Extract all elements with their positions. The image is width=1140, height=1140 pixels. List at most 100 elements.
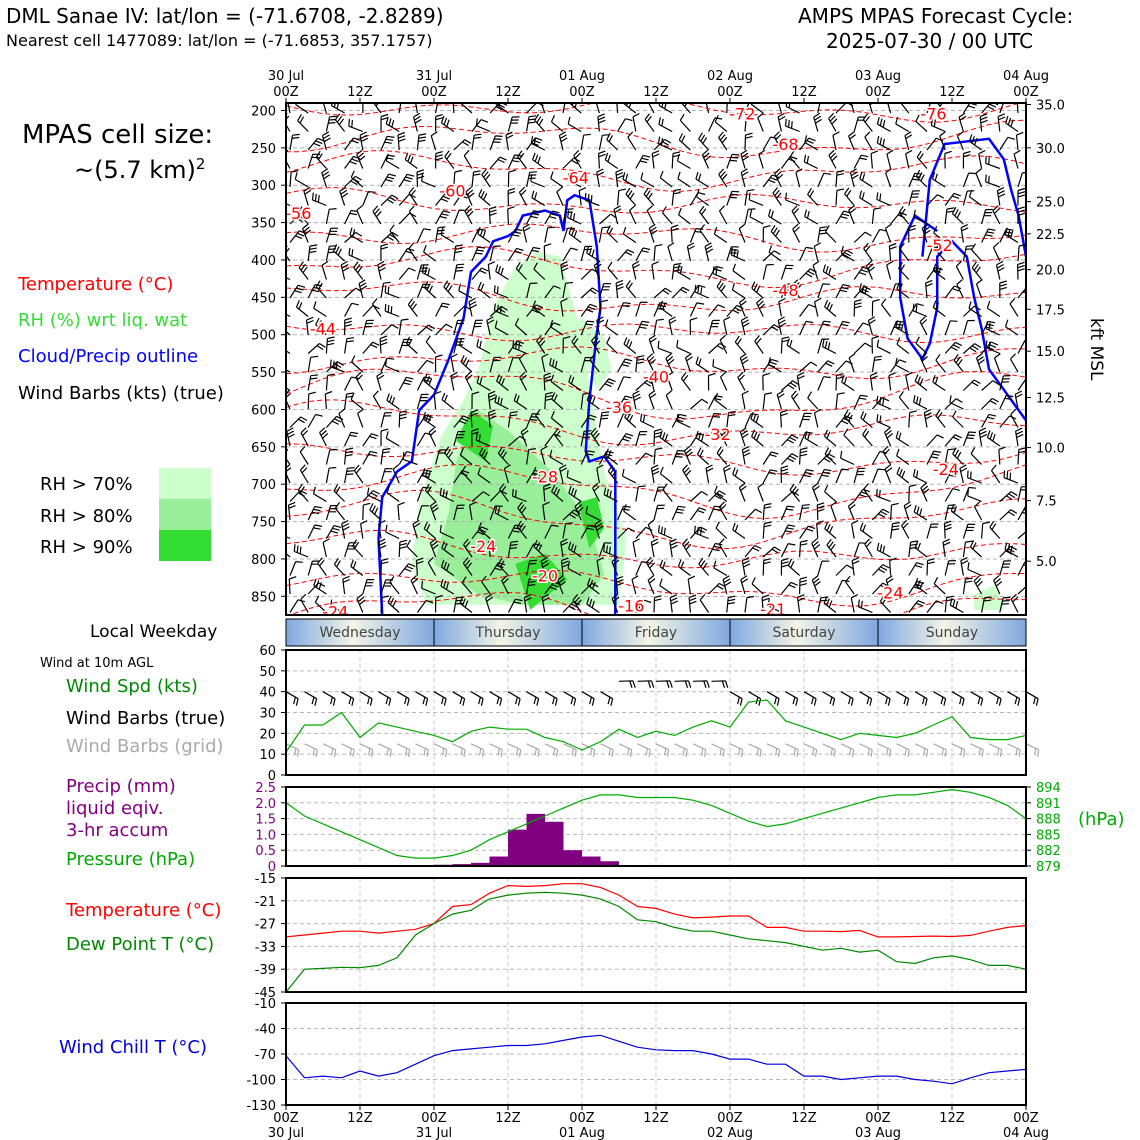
xs-wind-barb xyxy=(494,394,509,410)
xs-wind-barb xyxy=(848,353,856,373)
xs-wind-barb xyxy=(886,149,894,169)
xs-wind-barb xyxy=(635,452,653,465)
xs-wind-barb xyxy=(460,103,473,114)
xs-wind-barb xyxy=(558,131,568,151)
xs-wind-barb xyxy=(708,542,723,558)
xs-wind-barb xyxy=(908,562,924,576)
xs-wind-barb xyxy=(567,210,582,225)
xs-wind-barb xyxy=(530,136,546,151)
xs-wind-barb xyxy=(481,168,491,188)
bottom-hour-label: 00Z xyxy=(273,1111,299,1126)
xs-wind-barb xyxy=(777,316,787,336)
xs-wind-barb xyxy=(781,380,800,391)
xs-wind-barb xyxy=(871,299,880,317)
xs-wind-barb xyxy=(714,485,728,502)
xs-wind-barb xyxy=(421,174,436,188)
xs-wind-barb xyxy=(785,118,800,133)
xs-wind-barb xyxy=(507,540,519,558)
xs-wind-barb xyxy=(507,247,524,262)
xs-wind-barb xyxy=(439,487,455,503)
xs-wind-barb xyxy=(901,519,910,539)
xs-wind-barb xyxy=(288,576,297,595)
xs-wind-barb xyxy=(962,305,981,317)
xs-wind-barb xyxy=(698,132,710,151)
xs-wind-barb xyxy=(648,223,658,243)
xs-wind-barb xyxy=(969,540,983,558)
xs-wind-barb xyxy=(860,411,873,428)
xs-wind-barb xyxy=(406,539,418,558)
xs-wind-barb xyxy=(453,431,466,447)
xs-wind-barb xyxy=(843,428,855,447)
xs-wind-barb xyxy=(416,359,434,373)
xs-wind-barb xyxy=(835,169,845,188)
xs-wind-barb xyxy=(415,103,418,114)
xs-wind-barb xyxy=(459,448,473,465)
xs-wind-barb xyxy=(665,390,673,410)
top-hour-label: 00Z xyxy=(717,85,743,100)
xs-wind-barb xyxy=(985,340,1001,355)
xs-wind-barb xyxy=(926,558,935,576)
xs-wind-barb xyxy=(369,503,382,521)
xs-wind-barb xyxy=(416,228,431,243)
xs-wind-barb xyxy=(643,187,655,206)
top-date-label: 30 Jul xyxy=(268,69,304,84)
xs-wind-barb xyxy=(330,103,345,114)
xs-wind-barb xyxy=(688,594,697,613)
xs-wind-barb xyxy=(871,228,887,243)
xs-wind-barb xyxy=(734,335,746,354)
xs-wind-barb xyxy=(871,335,880,354)
xs-wind-barb xyxy=(750,411,764,428)
xs-wind-barb xyxy=(518,186,528,206)
pressure-line xyxy=(285,788,1027,859)
xs-wind-barb xyxy=(453,305,472,317)
top-hour-label: 00Z xyxy=(569,85,595,100)
xs-wind-barb xyxy=(962,172,977,188)
xs-wind-barb xyxy=(676,153,691,170)
xs-wind-barb xyxy=(526,448,536,465)
weekday-label: Wednesday xyxy=(319,625,400,641)
xs-wind-barb xyxy=(646,205,655,225)
xs-wind-barb xyxy=(416,469,432,484)
xs-wind-barb xyxy=(850,103,855,114)
xs-wind-barb xyxy=(973,501,983,521)
panel-frame xyxy=(285,786,1027,867)
xs-wind-barb xyxy=(944,560,956,576)
wind10m-barb xyxy=(600,691,614,706)
xs-wind-barb xyxy=(1017,485,1026,502)
xs-wind-barb xyxy=(825,225,837,243)
bottom-date-label: 04 Aug xyxy=(1003,1126,1049,1140)
xs-wind-barb xyxy=(915,114,928,132)
xs-wind-barb xyxy=(622,172,637,188)
xs-wind-barb xyxy=(507,598,523,613)
xs-wind-barb xyxy=(435,323,453,336)
xs-wind-barb xyxy=(408,205,418,225)
xs-wind-barb xyxy=(804,431,819,447)
temp-contour-label: -28 xyxy=(532,468,558,487)
height-tick-label: 15.0 xyxy=(1036,345,1065,360)
xs-wind-barb xyxy=(1015,131,1024,151)
xs-wind-barb xyxy=(344,447,354,465)
wind10m-barb xyxy=(489,691,503,706)
legend-windchill: Wind Chill T (°C) xyxy=(59,1037,207,1058)
xs-wind-barb xyxy=(344,542,357,558)
xs-wind-barb xyxy=(631,575,639,595)
xs-wind-barb xyxy=(635,320,650,336)
rh90-area-2 xyxy=(578,497,605,549)
xs-wind-barb xyxy=(494,505,509,521)
top-hour-label: 12Z xyxy=(347,85,373,100)
xs-wind-barb xyxy=(876,339,891,355)
xs-wind-barb xyxy=(560,261,569,280)
xs-wind-barb xyxy=(853,322,871,336)
xs-wind-barb xyxy=(871,508,890,521)
xs-wind-barb xyxy=(962,431,976,447)
xs-wind-barb xyxy=(665,353,675,373)
xs-wind-barb xyxy=(962,486,977,502)
xs-wind-barb xyxy=(999,509,1018,521)
xs-wind-barb xyxy=(342,575,351,595)
xs-wind-barb xyxy=(321,168,331,188)
wind10m-grid-barb xyxy=(970,743,984,757)
xs-wind-barb xyxy=(981,228,996,243)
xs-wind-barb xyxy=(534,113,546,132)
xs-wind-barb xyxy=(714,392,728,410)
xs-wind-barb xyxy=(956,279,964,299)
